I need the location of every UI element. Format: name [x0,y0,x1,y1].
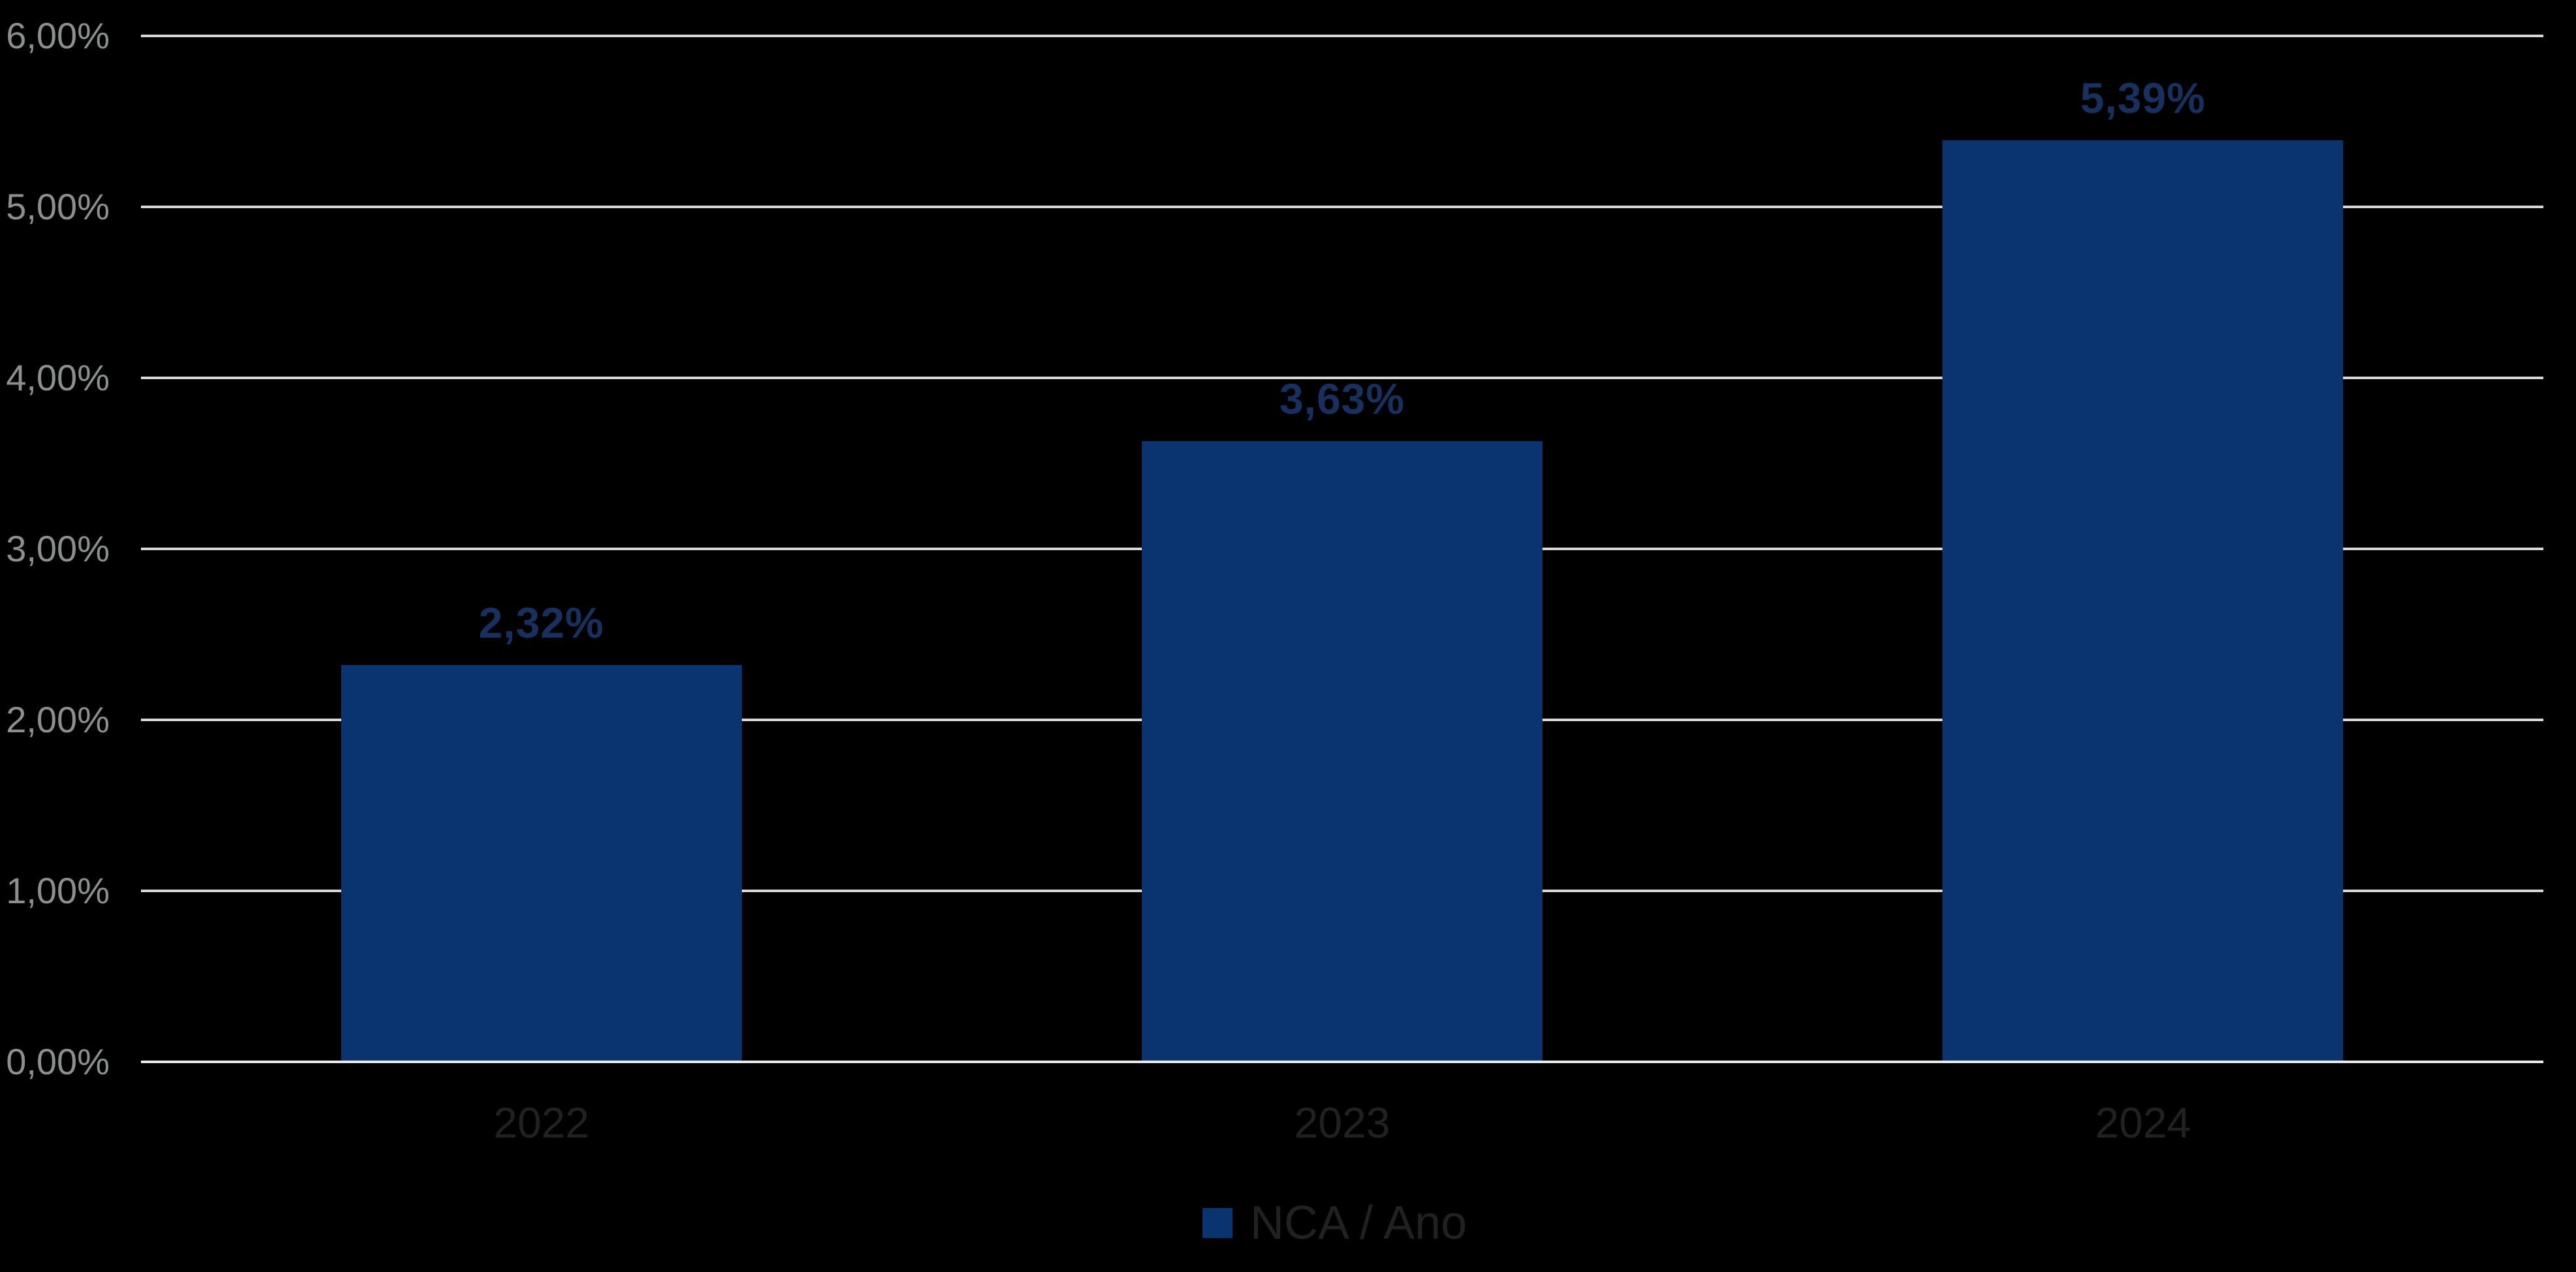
y-axis-tick-label: 3,00% [6,528,110,569]
y-axis-tick-label: 4,00% [6,357,110,398]
gridline [141,377,2543,379]
y-axis-tick-label: 0,00% [6,1041,110,1082]
gridline [141,206,2543,208]
bar-value-label-2022: 2,32% [478,598,604,647]
bar-2023 [1142,441,1542,1061]
x-axis-label-2024: 2024 [2094,1098,2191,1147]
y-axis-tick-label: 5,00% [6,186,110,227]
gridline [141,35,2543,37]
bar-2022 [341,665,742,1061]
x-axis-label-2023: 2023 [1294,1098,1390,1147]
legend-label: NCA / Ano [1250,1197,1467,1249]
y-axis-tick-label: 6,00% [6,15,110,56]
y-axis-tick-label: 1,00% [6,870,110,911]
legend-swatch-nca-ano [1203,1208,1233,1238]
y-axis-tick-label: 2,00% [6,699,110,740]
legend: NCA / Ano [1203,1200,1467,1247]
x-axis-line [141,1061,2543,1063]
bar-2024 [1942,140,2344,1061]
bar-value-label-2023: 3,63% [1279,374,1405,423]
bar-value-label-2024: 5,39% [2080,73,2206,122]
x-axis-label-2022: 2022 [493,1098,590,1147]
